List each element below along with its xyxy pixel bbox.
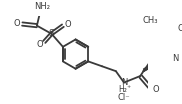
- Text: ⁺: ⁺: [127, 84, 131, 93]
- Text: O: O: [64, 20, 71, 28]
- Text: CH₃: CH₃: [142, 16, 158, 25]
- Text: O: O: [178, 24, 182, 33]
- Text: NH₂: NH₂: [34, 2, 50, 11]
- Text: O: O: [13, 19, 20, 28]
- Text: N: N: [121, 78, 127, 87]
- Text: Cl⁻: Cl⁻: [118, 93, 130, 102]
- Text: O: O: [36, 40, 43, 49]
- Text: N: N: [172, 54, 178, 63]
- Text: H₂: H₂: [118, 85, 127, 94]
- Text: O: O: [152, 85, 159, 94]
- Text: S: S: [49, 29, 54, 38]
